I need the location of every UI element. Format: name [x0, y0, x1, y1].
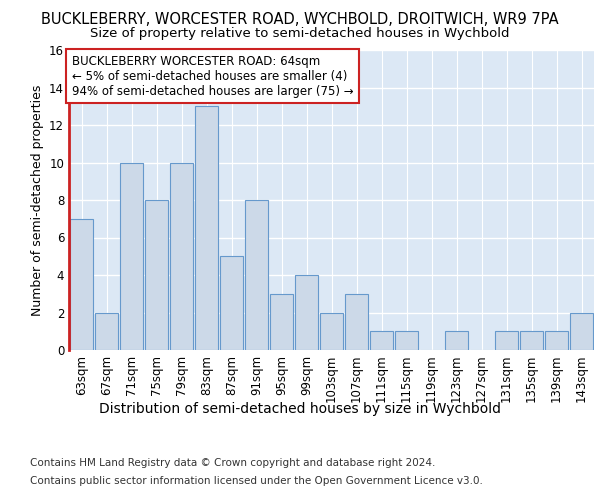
Text: BUCKLEBERRY, WORCESTER ROAD, WYCHBOLD, DROITWICH, WR9 7PA: BUCKLEBERRY, WORCESTER ROAD, WYCHBOLD, D…: [41, 12, 559, 28]
Bar: [95, 312, 118, 350]
Text: Size of property relative to semi-detached houses in Wychbold: Size of property relative to semi-detach…: [90, 28, 510, 40]
Bar: [70, 219, 94, 350]
Bar: [119, 162, 143, 350]
Bar: [170, 162, 193, 350]
Bar: [245, 200, 268, 350]
Bar: [145, 200, 169, 350]
Bar: [520, 331, 544, 350]
Bar: [194, 106, 218, 350]
Bar: [569, 312, 593, 350]
Bar: [344, 294, 368, 350]
Text: Distribution of semi-detached houses by size in Wychbold: Distribution of semi-detached houses by …: [99, 402, 501, 416]
Bar: [295, 275, 319, 350]
Bar: [545, 331, 568, 350]
Y-axis label: Number of semi-detached properties: Number of semi-detached properties: [31, 84, 44, 316]
Bar: [220, 256, 244, 350]
Text: Contains HM Land Registry data © Crown copyright and database right 2024.: Contains HM Land Registry data © Crown c…: [30, 458, 436, 468]
Text: BUCKLEBERRY WORCESTER ROAD: 64sqm
← 5% of semi-detached houses are smaller (4)
9: BUCKLEBERRY WORCESTER ROAD: 64sqm ← 5% o…: [71, 54, 353, 98]
Bar: [395, 331, 418, 350]
Bar: [269, 294, 293, 350]
Text: Contains public sector information licensed under the Open Government Licence v3: Contains public sector information licen…: [30, 476, 483, 486]
Bar: [320, 312, 343, 350]
Bar: [494, 331, 518, 350]
Bar: [445, 331, 469, 350]
Bar: [370, 331, 394, 350]
